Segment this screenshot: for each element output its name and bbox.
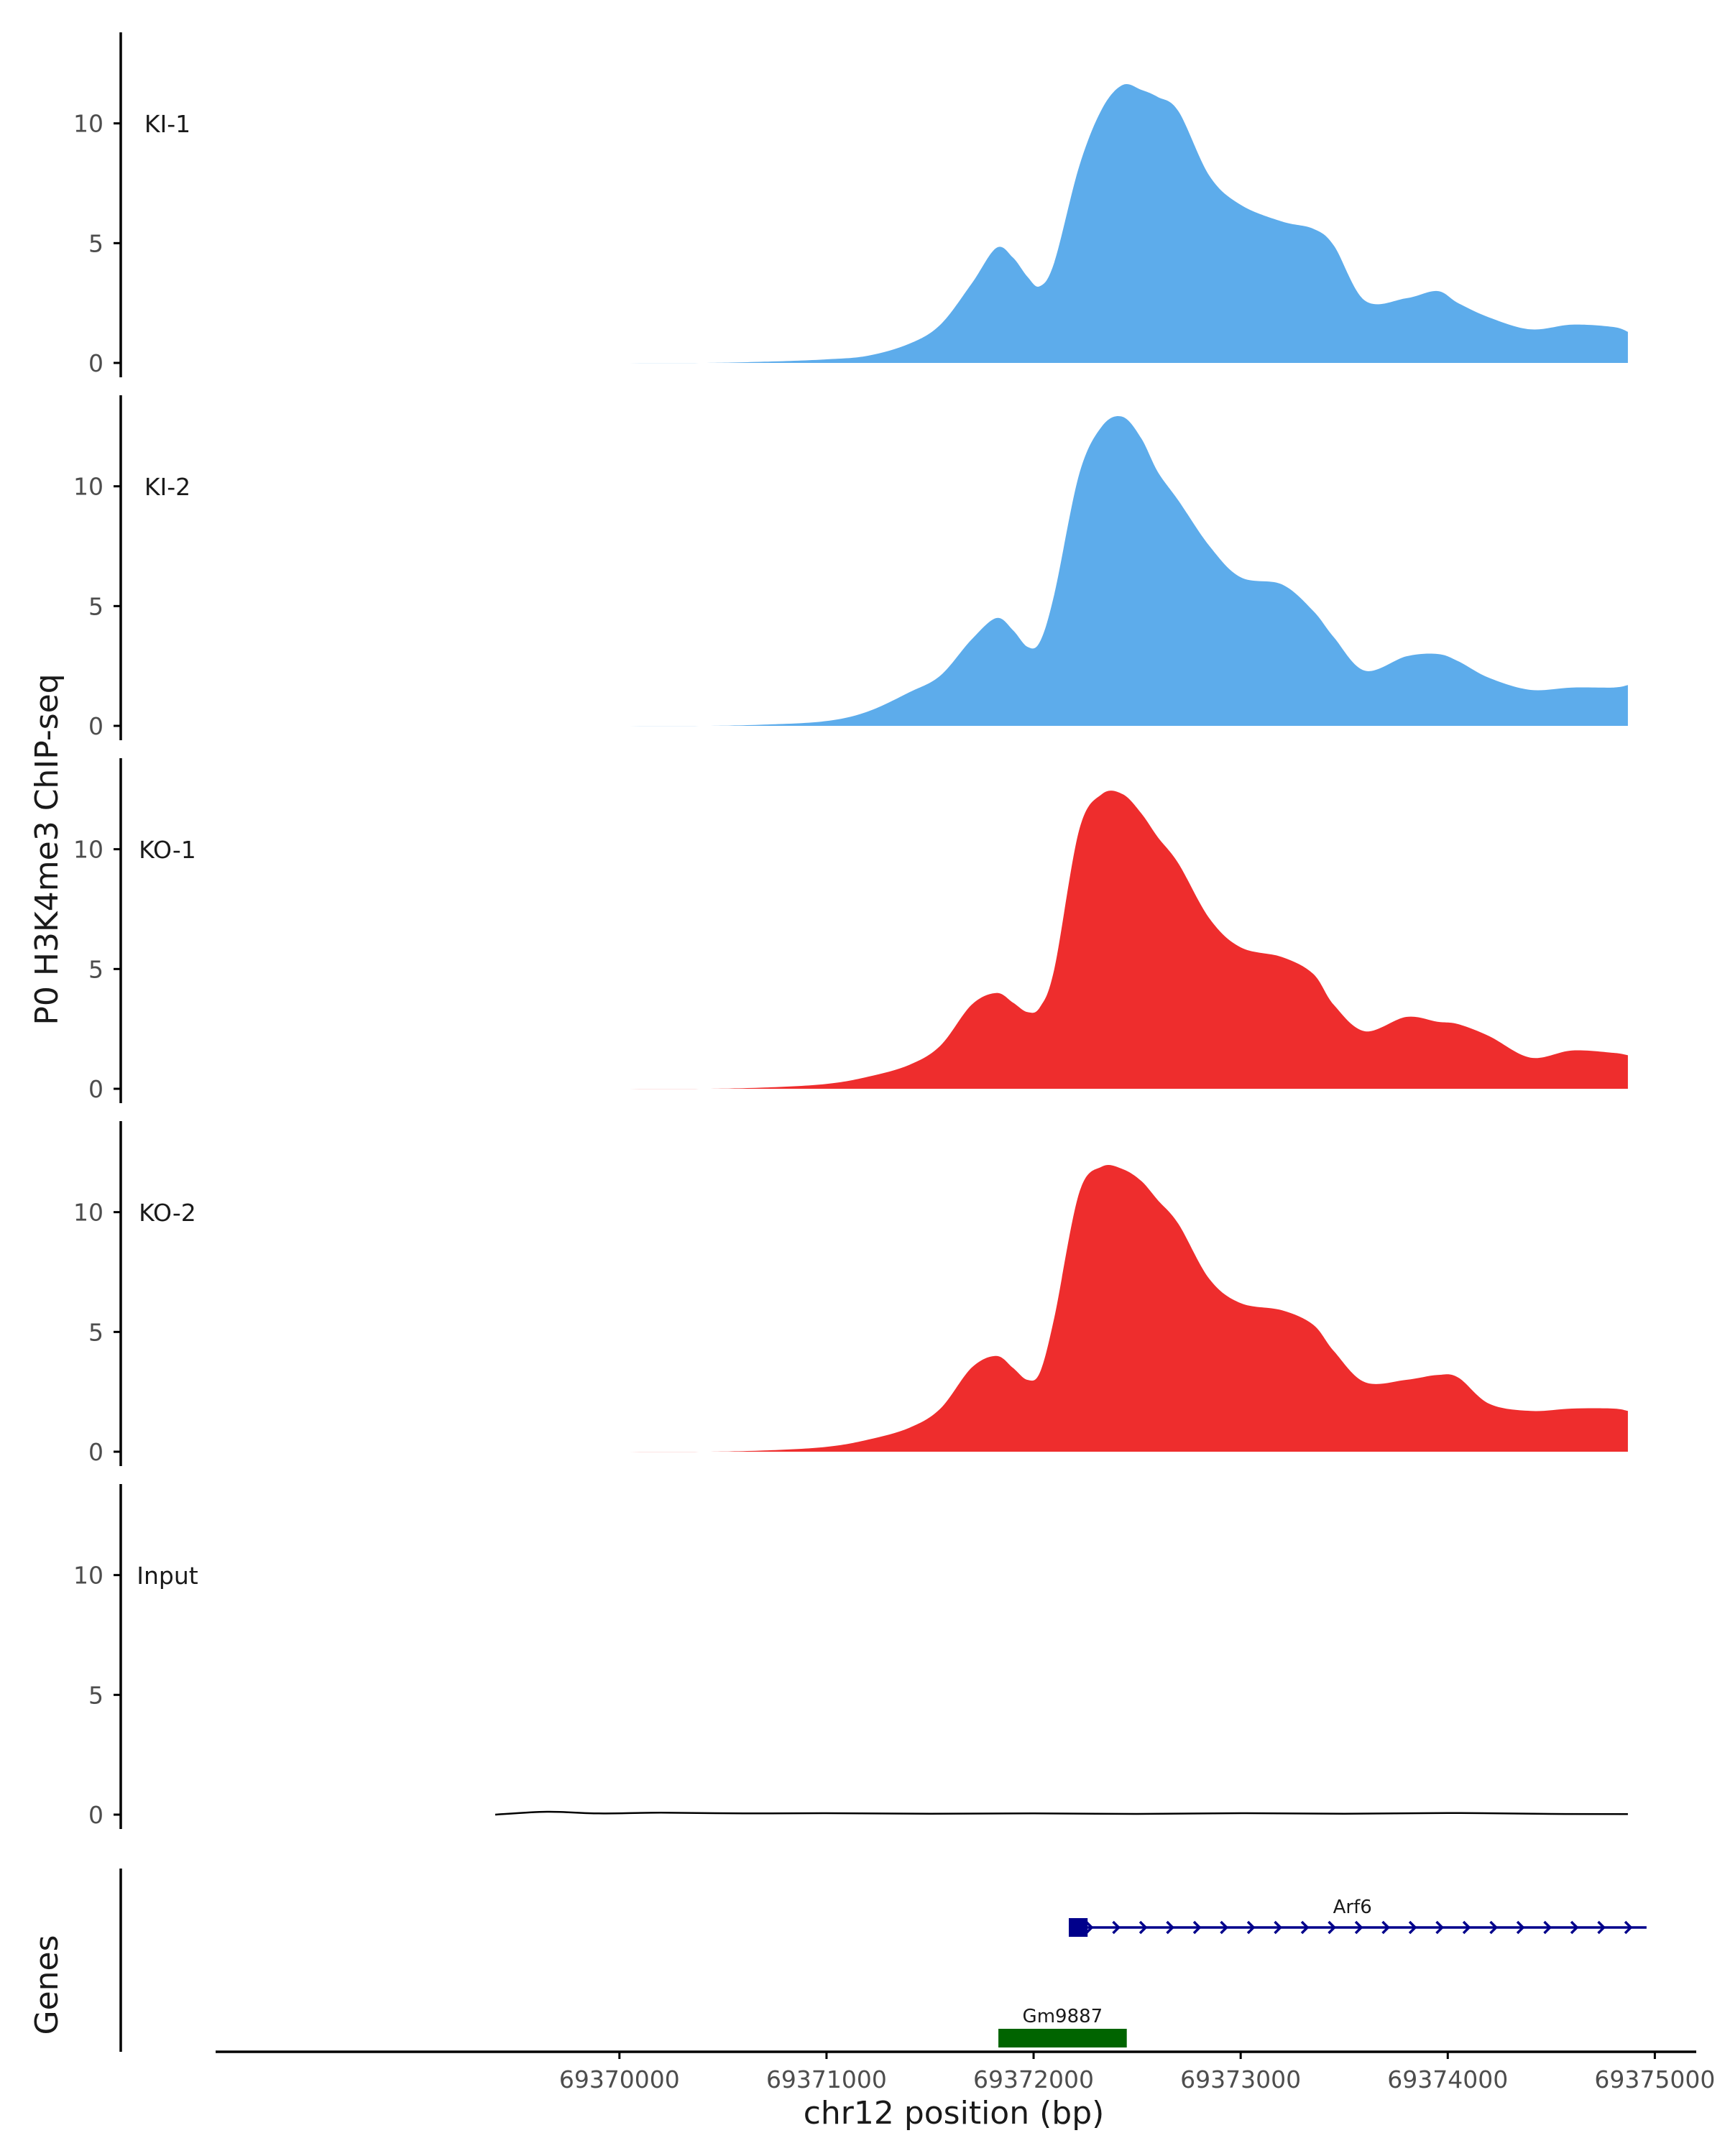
y-tick-label: 0 xyxy=(88,1801,104,1829)
x-tick-label: 69374000 xyxy=(1387,2065,1508,2093)
y-tick-label: 0 xyxy=(88,1438,104,1466)
y-tick-label: 5 xyxy=(88,955,104,983)
gene-label: Arf6 xyxy=(1333,1897,1372,1918)
coverage-area-ko-2 xyxy=(495,1164,1628,1452)
track-label-input: Input xyxy=(137,1562,198,1590)
track-panel-ko-2: 0 5 10 KO-2 xyxy=(73,1121,1628,1466)
x-tick-label: 69372000 xyxy=(973,2065,1094,2093)
y-tick-label: 10 xyxy=(73,836,104,864)
strand-arrow-icon xyxy=(1435,1920,1444,1935)
strand-arrow-icon xyxy=(1624,1920,1633,1935)
y-tick-label: 5 xyxy=(88,1318,104,1346)
y-tick-label: 10 xyxy=(73,473,104,501)
strand-arrow-icon xyxy=(1543,1920,1552,1935)
strand-arrow-icon xyxy=(1192,1920,1202,1935)
track-panel-ki-1: 0 5 10 KI-1 xyxy=(73,32,1628,377)
x-tick-label: 69371000 xyxy=(766,2065,887,2093)
y-tick-label: 5 xyxy=(88,1681,104,1709)
coverage-area-ki-2 xyxy=(495,416,1628,727)
gene-annotation-track: Arf6 Gm9887 xyxy=(119,1869,1647,2052)
y-tick-label: 0 xyxy=(88,1075,104,1103)
track-label-ko-2: KO-2 xyxy=(139,1199,196,1227)
strand-arrow-icon xyxy=(1516,1920,1525,1935)
coverage-area-ko-1 xyxy=(495,791,1628,1089)
gene-label: Gm9887 xyxy=(1023,2006,1103,2027)
gene-exon xyxy=(1069,1918,1088,1937)
strand-arrow-icon xyxy=(1408,1920,1417,1935)
strand-arrow-icon xyxy=(1166,1920,1174,1935)
strand-arrow-icon xyxy=(1462,1920,1471,1935)
strand-arrow-icon xyxy=(1354,1920,1363,1935)
strand-arrow-icon xyxy=(1328,1920,1336,1935)
y-tick-label: 0 xyxy=(88,712,104,740)
track-panel-input: 0 5 10 Input xyxy=(73,1484,1628,1829)
coverage-tracks: 0 5 10 KI-1 0 5 10 KI-2 0 5 10 KO-1 0 5 10 KO-2 0 5 10 Inpu… xyxy=(73,32,1628,1829)
y-tick-label: 5 xyxy=(88,229,104,257)
track-panel-ki-2: 0 5 10 KI-2 xyxy=(73,395,1628,740)
track-label-ko-1: KO-1 xyxy=(139,836,196,864)
strand-arrow-icon xyxy=(1597,1920,1606,1935)
strand-arrow-icon xyxy=(1274,1920,1282,1935)
strand-arrow-icon xyxy=(1300,1920,1310,1935)
y-tick-label: 10 xyxy=(73,110,104,138)
strand-arrow-icon xyxy=(1381,1920,1390,1935)
strand-arrow-icon xyxy=(1246,1920,1256,1935)
strand-arrow-icon xyxy=(1112,1920,1121,1935)
y-tick-label: 10 xyxy=(73,1199,104,1227)
track-label-ki-2: KI-2 xyxy=(144,473,190,501)
strand-arrow-icon xyxy=(1570,1920,1579,1935)
coverage-area-ki-1 xyxy=(495,84,1628,364)
track-panel-ko-1: 0 5 10 KO-1 xyxy=(73,758,1628,1103)
gene-arf6: Arf6 xyxy=(1069,1897,1647,1937)
x-axis-title: chr12 position (bp) xyxy=(804,2095,1105,2132)
strand-arrow-icon xyxy=(1220,1920,1228,1935)
x-tick-label: 69375000 xyxy=(1594,2065,1715,2093)
x-tick-label: 69370000 xyxy=(559,2065,680,2093)
strand-arrow-icon xyxy=(1138,1920,1148,1935)
strand-arrow-icon xyxy=(1489,1920,1498,1935)
track-label-ki-1: KI-1 xyxy=(144,110,190,138)
gene-gm9887: Gm9887 xyxy=(998,2006,1127,2047)
coverage-line-input xyxy=(494,1810,1628,1816)
y-tick-label: 10 xyxy=(73,1562,104,1590)
strand-arrow-icon xyxy=(1085,1920,1094,1935)
genes-track-title: Genes xyxy=(29,1935,65,2035)
y-tick-label: 5 xyxy=(88,592,104,620)
x-tick-label: 69373000 xyxy=(1180,2065,1301,2093)
gene-exon xyxy=(998,2029,1127,2047)
y-axis-title: P0 H3K4me3 ChIP-seq xyxy=(29,673,65,1025)
y-tick-label: 0 xyxy=(88,349,104,377)
x-axis: 69370000 69371000 69372000 69373000 69374000… xyxy=(216,2050,1715,2093)
